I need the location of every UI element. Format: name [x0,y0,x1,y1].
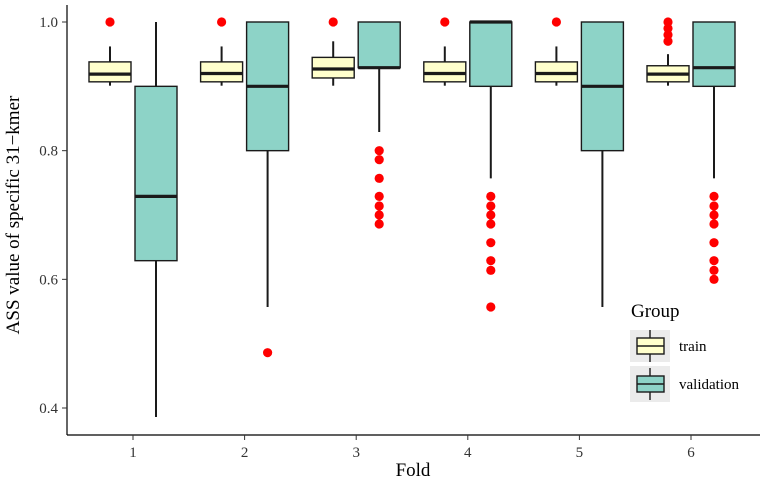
box-train-fold-6 [646,17,690,86]
x-axis-title: Fold [396,460,431,481]
plot-area [88,17,736,418]
box-validation-fold-5 [580,21,625,307]
box-validation-fold-6 [692,21,736,284]
outlier-point [486,302,496,312]
box-train-fold-5 [534,17,579,86]
outlier-point [709,265,719,275]
outlier-point [374,219,384,229]
x-tick-label: 6 [687,445,695,461]
outlier-point [374,155,384,165]
box-body [469,21,513,88]
box-validation-fold-2 [245,21,290,358]
box-body [423,61,467,83]
outlier-point [663,17,673,27]
legend-title: Group [631,301,680,322]
box-body [534,61,579,83]
outlier-point [374,201,384,211]
box-body [134,85,178,262]
outlier-point [709,238,719,248]
outlier-point [486,265,496,275]
outlier-point [709,219,719,229]
box-body [199,61,244,83]
x-tick-label: 2 [241,445,249,461]
outlier-point [486,201,496,211]
box-body [357,21,401,69]
box-train-fold-4 [423,17,467,86]
outlier-point [486,191,496,201]
outlier-point [217,17,227,27]
outlier-point [709,191,719,201]
box-train-fold-1 [88,17,132,86]
outlier-point [709,274,719,284]
box-train-fold-3 [311,17,355,86]
legend-key-train: train [636,330,707,362]
outlier-point [486,210,496,220]
y-axis-title: ASS value of specific 31−kmer [3,95,24,334]
outlier-point [374,210,384,220]
box-body [88,61,132,83]
outlier-point [486,256,496,266]
x-tick-label: 4 [464,445,472,461]
y-tick-label: 0.8 [39,144,58,160]
box-train-fold-2 [199,17,244,86]
outlier-point [709,210,719,220]
legend: Group train validation [630,301,739,402]
x-tick-label: 3 [352,445,360,461]
x-tick-label: 5 [576,445,584,461]
outlier-point [328,17,338,27]
outlier-point [374,173,384,183]
outlier-point [663,23,673,34]
box-body [692,21,736,88]
x-tick-label: 1 [129,445,137,461]
y-tick-label: 0.4 [39,401,58,417]
box-validation-fold-1 [134,22,178,418]
legend-key-validation: validation [636,368,739,400]
outlier-point [374,191,384,201]
outlier-point [551,17,562,27]
axes: Fold ASS value of specific 31−kmer 0.4 0.… [3,5,760,481]
box-validation-fold-3 [357,21,401,229]
outlier-point [709,201,719,211]
outlier-point [263,348,273,358]
outlier-point [709,256,719,266]
outlier-point [486,219,496,229]
outlier-point [440,17,450,27]
y-tick-label: 1.0 [39,15,58,31]
outlier-point [663,36,673,46]
outlier-point [374,146,384,156]
outlier-point [663,30,673,40]
box-validation-fold-4 [469,20,513,312]
y-tick-label: 0.6 [39,272,58,288]
outlier-point [105,17,115,27]
legend-label-train: train [679,339,707,355]
outlier-point [486,238,496,248]
legend-label-validation: validation [679,377,739,393]
